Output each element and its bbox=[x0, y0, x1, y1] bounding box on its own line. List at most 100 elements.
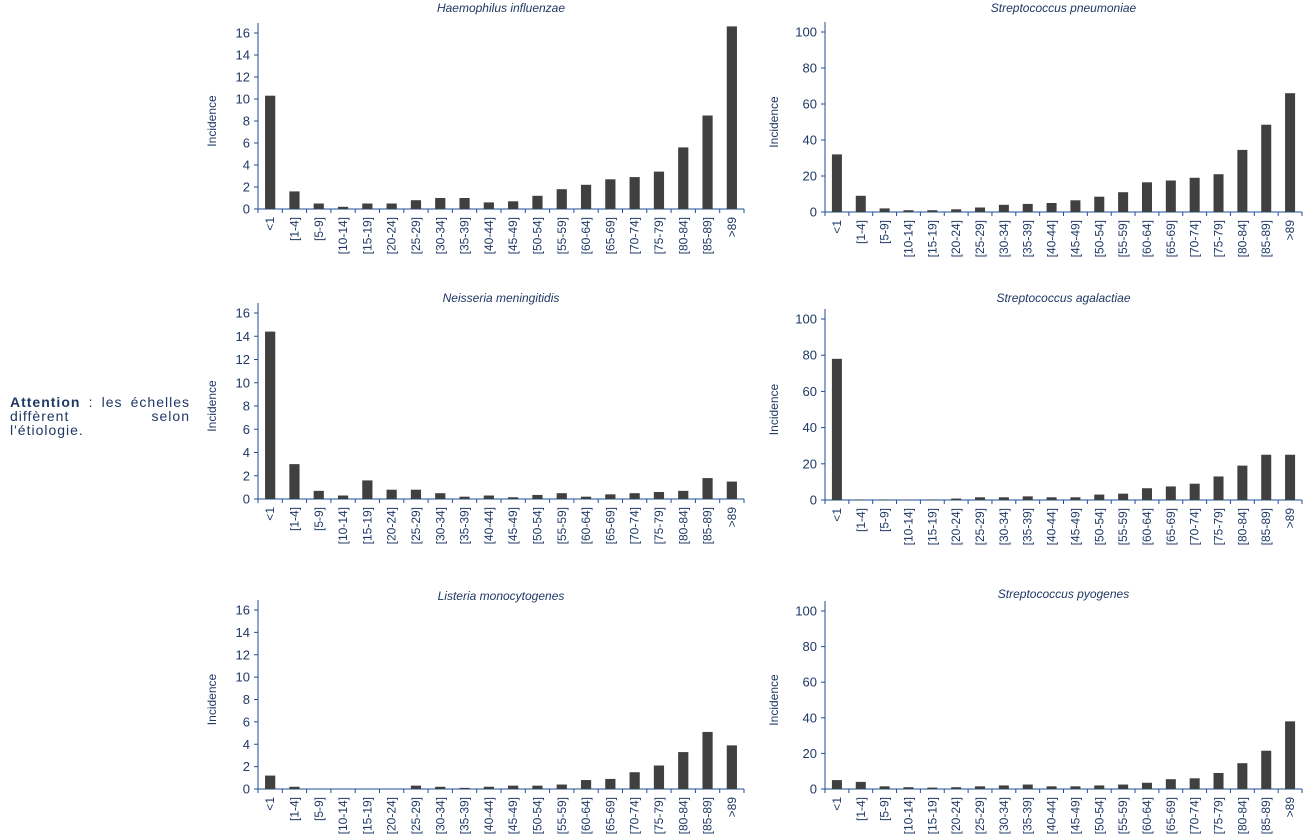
bar-[15-19] bbox=[362, 203, 373, 209]
bar-[5-9] bbox=[879, 208, 890, 212]
bar-[25-29] bbox=[410, 489, 422, 499]
bar-[30-34] bbox=[998, 497, 1009, 500]
bar-[1-4] bbox=[289, 191, 300, 209]
bar-[65-69] bbox=[605, 494, 616, 499]
x-tick-label: [15-19] bbox=[925, 508, 939, 545]
bar-[75-79] bbox=[653, 765, 665, 789]
x-tick-label: [75-79] bbox=[1212, 508, 1226, 545]
y-tick-label: 100 bbox=[795, 312, 817, 327]
bar-[35-39] bbox=[459, 198, 470, 209]
y-axis-label: Incidence bbox=[205, 673, 219, 725]
x-tick-label: [50-54] bbox=[530, 507, 544, 544]
chart-title: Streptococcus pneumoniae bbox=[991, 1, 1137, 15]
y-tick-label: 14 bbox=[236, 48, 250, 63]
x-tick-label: >89 bbox=[725, 797, 739, 818]
x-tick-label: [85-89] bbox=[701, 797, 715, 834]
chart-title: Streptococcus agalactiae bbox=[996, 291, 1130, 305]
x-tick-label: [30-34] bbox=[433, 507, 447, 544]
x-tick-label: [40-44] bbox=[1045, 220, 1059, 257]
y-tick-label: 12 bbox=[236, 352, 250, 367]
bar-[40-44] bbox=[483, 786, 494, 789]
bar->89 bbox=[1285, 93, 1296, 212]
x-tick-label: [1-4] bbox=[854, 797, 868, 821]
bar-[25-29] bbox=[410, 200, 422, 209]
x-tick-label: [55-59] bbox=[1116, 508, 1130, 545]
x-tick-label: [60-64] bbox=[1140, 797, 1154, 834]
x-tick-label: [5-9] bbox=[878, 508, 892, 532]
y-tick-label: 100 bbox=[795, 604, 817, 619]
bar-[1-4] bbox=[289, 464, 300, 499]
x-tick-label: [45-49] bbox=[1068, 220, 1082, 257]
chart-panel-6: Streptococcus pyogenes Incidence 0 20 40 60 80… bbox=[767, 587, 1303, 834]
x-tick-label: [10-14] bbox=[336, 797, 350, 834]
bar->89 bbox=[726, 745, 737, 789]
bar-[60-64] bbox=[1141, 182, 1152, 212]
bar-[65-69] bbox=[605, 179, 616, 209]
bar-[25-29] bbox=[410, 785, 422, 789]
x-tick-label: [45-49] bbox=[506, 217, 520, 254]
bar-[10-14] bbox=[903, 210, 914, 212]
x-tick-label: [15-19] bbox=[360, 507, 374, 544]
x-tick-label: [15-19] bbox=[360, 797, 374, 834]
y-tick-label: 40 bbox=[803, 133, 817, 148]
x-tick-label: [30-34] bbox=[433, 797, 447, 834]
x-tick-label: [35-39] bbox=[458, 797, 472, 834]
x-tick-label: [35-39] bbox=[458, 217, 472, 254]
x-tick-label: [1-4] bbox=[854, 220, 868, 244]
x-tick-label: [40-44] bbox=[482, 797, 496, 834]
x-tick-label: [20-24] bbox=[385, 797, 399, 834]
x-tick-label: [85-89] bbox=[701, 507, 715, 544]
bar-[30-34] bbox=[435, 198, 446, 209]
bar-[70-74] bbox=[629, 772, 640, 789]
bar-[1-4] bbox=[855, 499, 866, 500]
bar-[45-49] bbox=[1070, 200, 1081, 212]
bar-[50-54] bbox=[532, 494, 543, 499]
x-tick-label: [40-44] bbox=[482, 217, 496, 254]
bar-[85-89] bbox=[1261, 454, 1272, 500]
y-tick-label: 0 bbox=[810, 782, 817, 797]
x-tick-label: [75-79] bbox=[1212, 797, 1226, 834]
bar-[15-19] bbox=[927, 787, 938, 789]
bar->89 bbox=[726, 26, 737, 210]
bar-[1-4] bbox=[289, 786, 300, 789]
chart-panel-2: Streptococcus pneumoniae Incidence 0 20 40 60… bbox=[767, 1, 1303, 257]
bar-[60-64] bbox=[580, 780, 592, 789]
bar-<1 bbox=[831, 154, 842, 212]
y-tick-label: 2 bbox=[243, 468, 250, 483]
y-tick-label: 20 bbox=[803, 456, 817, 471]
y-tick-label: 10 bbox=[236, 375, 250, 390]
bar-[55-59] bbox=[556, 189, 567, 209]
bar-[65-69] bbox=[605, 778, 616, 789]
y-tick-label: 12 bbox=[236, 647, 250, 662]
y-axis-label: Incidence bbox=[767, 674, 781, 726]
y-axis-label: Incidence bbox=[205, 380, 219, 432]
bar-[30-34] bbox=[435, 786, 446, 789]
bar-[40-44] bbox=[1046, 786, 1057, 789]
y-tick-label: 0 bbox=[810, 493, 817, 508]
bar-[80-84] bbox=[678, 752, 689, 789]
bar-[70-74] bbox=[1189, 778, 1200, 789]
chart-panel-5: Listeria monocytogenes Incidence 0 2 4 6 8 10 12… bbox=[205, 589, 745, 834]
x-tick-label: [45-49] bbox=[1068, 797, 1082, 834]
x-tick-label: [30-34] bbox=[997, 508, 1011, 545]
x-tick-label: [60-64] bbox=[579, 217, 593, 254]
y-axis-label: Incidence bbox=[767, 383, 781, 435]
note-text: : les échelles diffèrent selon l'étiolog… bbox=[10, 394, 190, 438]
bar-[75-79] bbox=[1213, 476, 1224, 500]
x-tick-label: [1-4] bbox=[854, 508, 868, 532]
bar-<1 bbox=[265, 331, 276, 499]
x-tick-label: [50-54] bbox=[530, 797, 544, 834]
x-tick-label: [40-44] bbox=[1045, 797, 1059, 834]
x-tick-label: [70-74] bbox=[1188, 797, 1202, 834]
y-tick-label: 16 bbox=[236, 306, 250, 321]
x-tick-label: [65-69] bbox=[1164, 508, 1178, 545]
y-tick-label: 4 bbox=[243, 158, 250, 173]
x-tick-label: [65-69] bbox=[603, 217, 617, 254]
y-tick-label: 20 bbox=[803, 746, 817, 761]
x-tick-label: [75-79] bbox=[652, 217, 666, 254]
x-tick-label: [20-24] bbox=[949, 797, 963, 834]
bar-<1 bbox=[831, 358, 842, 500]
bar-[65-69] bbox=[1165, 779, 1176, 789]
bar-[45-49] bbox=[508, 785, 519, 789]
x-tick-label: [10-14] bbox=[336, 507, 350, 544]
